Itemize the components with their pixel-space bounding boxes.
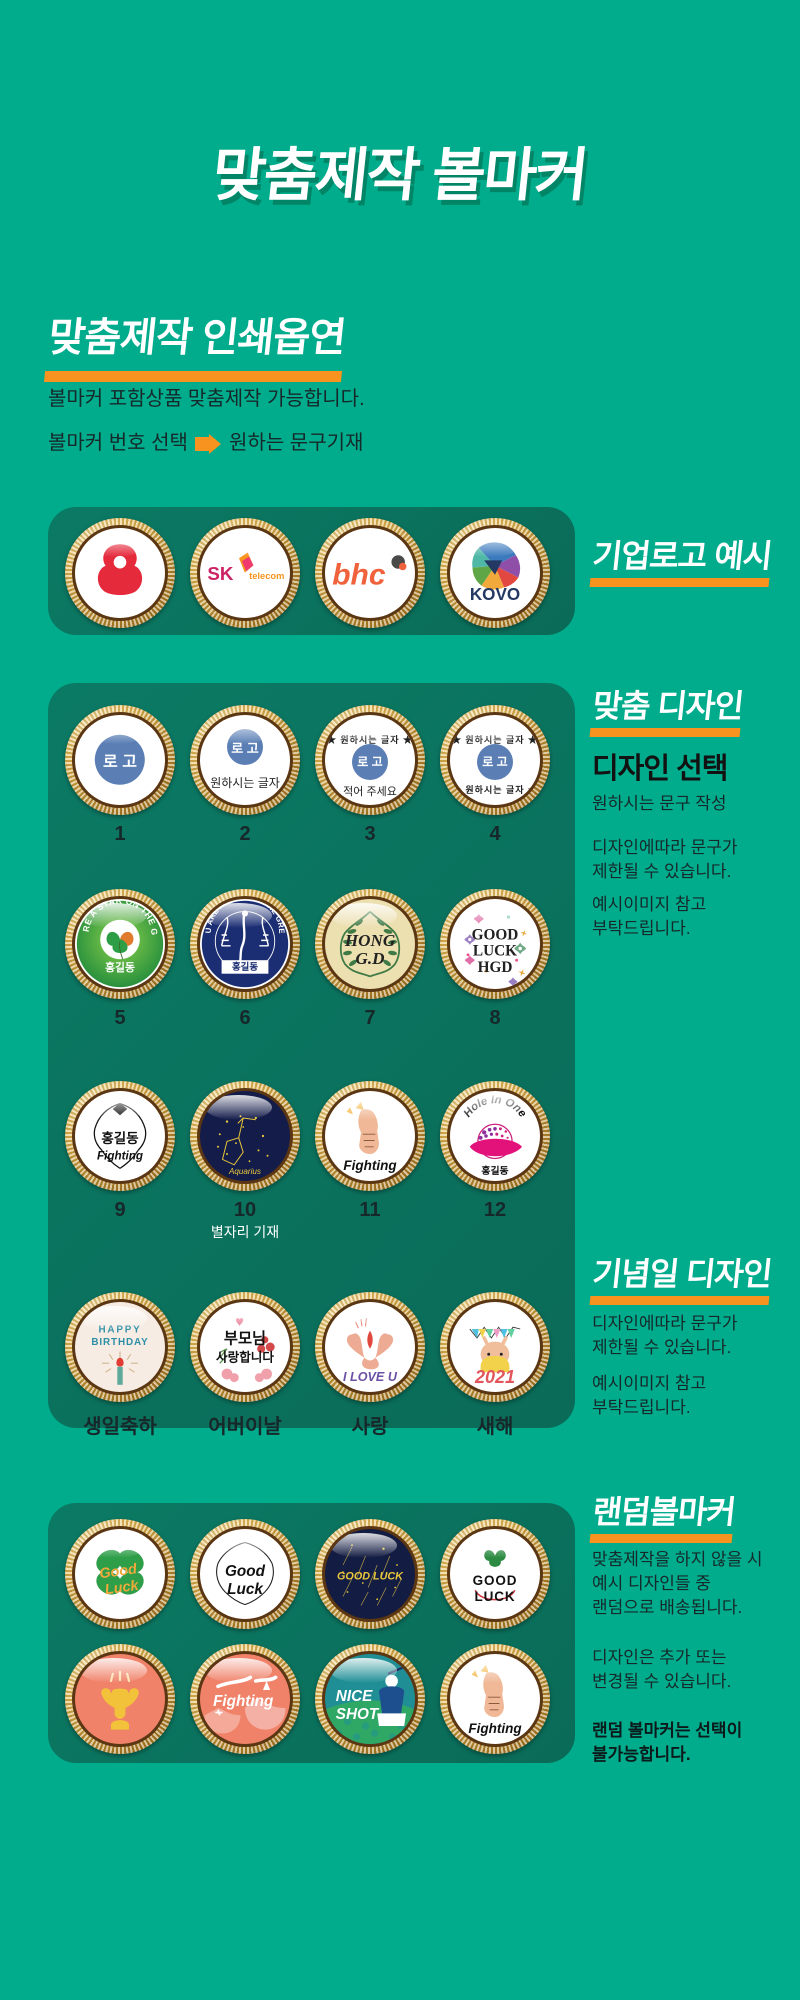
svg-text:bhc: bhc <box>332 559 386 592</box>
svg-text:Fighting: Fighting <box>97 1149 143 1162</box>
svg-text:Aquarius: Aquarius <box>228 1167 261 1176</box>
svg-text:Luck: Luck <box>227 1581 264 1598</box>
svg-text:홍길동: 홍길동 <box>232 961 258 973</box>
svg-text:LUCK: LUCK <box>473 943 517 960</box>
svg-text:telecom: telecom <box>249 571 284 581</box>
svg-text:홍길동: 홍길동 <box>105 961 135 974</box>
svg-text:GOOD: GOOD <box>473 1573 518 1588</box>
svg-text:2021: 2021 <box>474 1367 515 1387</box>
svg-text:NICE: NICE <box>336 1688 373 1705</box>
svg-text:GOOD: GOOD <box>472 927 519 944</box>
svg-text:홍길동: 홍길동 <box>101 1130 138 1146</box>
svg-text:Fighting: Fighting <box>468 1721 522 1736</box>
svg-text:SHOT: SHOT <box>336 1706 380 1723</box>
svg-text:부모님: 부모님 <box>224 1330 266 1347</box>
svg-text:HGD: HGD <box>478 959 513 976</box>
svg-text:I LOVE U: I LOVE U <box>343 1370 398 1384</box>
svg-text:HONG: HONG <box>344 931 396 950</box>
svg-text:GOOD LUCK: GOOD LUCK <box>337 1570 404 1582</box>
svg-text:사랑합니다: 사랑합니다 <box>216 1349 274 1364</box>
svg-text:Fighting: Fighting <box>343 1158 397 1173</box>
svg-text:Fighting: Fighting <box>213 1693 274 1710</box>
svg-text:Good: Good <box>225 1563 266 1580</box>
svg-text:BIRTHDAY: BIRTHDAY <box>91 1337 148 1348</box>
svg-text:LUCK: LUCK <box>474 1589 515 1604</box>
svg-text:G.D: G.D <box>356 949 385 968</box>
svg-text:홍길동: 홍길동 <box>481 1164 508 1177</box>
svg-text:SK: SK <box>207 563 233 584</box>
svg-text:KOVO: KOVO <box>470 585 520 604</box>
